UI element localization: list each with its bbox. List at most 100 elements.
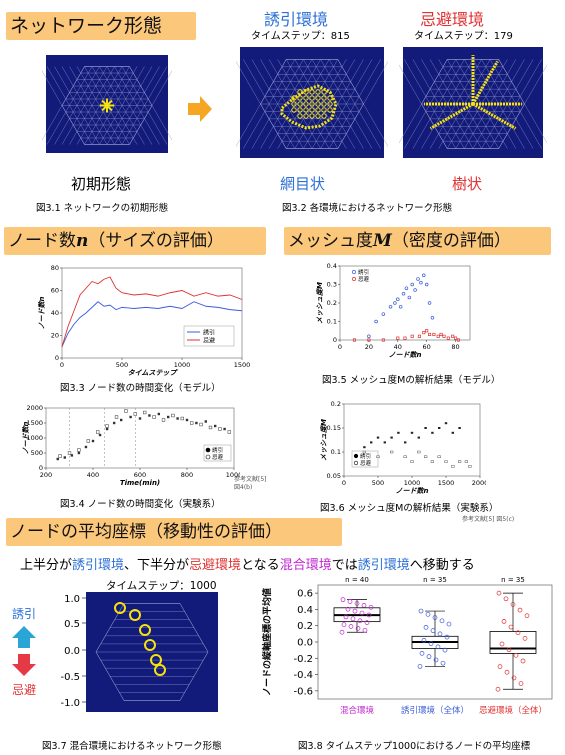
mesh-cell [297,95,303,101]
data-point [370,441,373,444]
data-point [352,338,356,342]
grid-line [311,59,364,149]
jitter-point [366,612,372,618]
y-tick-label: 0 [39,464,43,472]
data-point [63,456,66,459]
mesh-cell [154,664,166,676]
y-tick-label: -0.2 [293,654,313,665]
x-tick-label: 1000 [174,361,191,369]
mesh-cell [297,113,303,119]
data-point [96,430,100,434]
y-tick-label: -0.4 [293,670,313,681]
grid-line [438,59,491,149]
jitter-point [440,660,446,666]
x-tick-label: 0 [60,361,64,369]
grid-line [286,59,338,149]
mesh-cell [315,107,321,113]
data-point [416,277,420,281]
mesh-cell [150,654,162,666]
jitter-point [362,627,368,633]
fig37-timestep: タイムステップ：1000 [106,580,217,592]
jitter-point [339,629,345,635]
network-attract-panel [236,44,388,169]
data-point [362,450,366,454]
jitter-point [524,613,530,619]
legend-marker [352,277,356,281]
data-point [424,427,427,429]
data-point [413,288,417,292]
data-point [199,422,203,427]
jitter-point [439,618,445,624]
caption-fig37: 図3.7 混合環境におけるネットワーク形態 [42,741,222,752]
mesh-cell [315,113,321,119]
mesh-cell [297,101,303,107]
grid-line [106,66,153,145]
jitter-point [433,657,439,663]
grid-line [320,59,373,149]
section-title-coord: ノードの平均座標（移動性の評価） [6,518,342,546]
data-point [56,457,59,461]
legend-label: 誘引 [203,329,215,337]
data-point [91,439,95,443]
jitter-point [504,669,510,675]
data-point [422,273,426,278]
x-tick-label: 0 [338,343,342,351]
y-tick-label: 2000 [26,404,43,412]
data-point [444,460,448,463]
jitter-point [446,621,452,627]
data-point [458,427,461,429]
data-point [401,291,406,296]
data-point [422,331,426,335]
tree-shape-label: 樹状 [452,175,483,193]
data-point [105,424,109,428]
jitter-point [418,608,424,614]
tree-branch [429,102,474,130]
data-point [431,431,434,434]
legend-label: 忌避 [358,275,370,283]
mesh-cell [315,89,321,95]
mesh-shape-label: 網目状 [280,175,326,193]
data-point [214,424,217,428]
legend-marker [352,270,356,274]
jitter-point [347,599,353,604]
y-tick-label: 0.3 [327,281,337,289]
arrow-down-icon [12,654,36,676]
data-point [424,282,429,287]
data-point [404,286,409,290]
data-point [430,460,434,463]
tree-branch [472,102,517,130]
jitter-point [341,622,347,627]
initial-shape-label: 初期形態 [71,175,132,193]
data-point [143,410,147,415]
data-point [403,336,407,340]
legend-box [203,444,232,462]
data-point [417,334,421,338]
x-tick-label: 1000 [404,479,421,487]
data-point [407,295,412,300]
y-tick-label: 20 [51,332,59,340]
data-point [223,427,226,431]
arrow-right-icon [188,96,212,122]
legend-label: 誘引 [360,452,371,460]
x-axis-label: ノード数n [396,486,429,495]
data-point [464,460,468,463]
data-point [120,418,123,422]
data-point [410,282,414,287]
data-point [393,301,397,305]
stmt-attract2: 誘引環境 [357,558,410,573]
mesh-cell [144,639,156,651]
legend-label: 忌避 [203,337,215,345]
jitter-point [419,651,425,656]
jitter-point [499,641,505,647]
jitter-point [515,630,521,636]
legend-label: 忌避 [360,459,372,467]
jitter-point [361,603,367,608]
grid-line [328,59,381,149]
data-point [451,431,454,434]
data-point [70,454,74,457]
data-point [112,421,116,425]
mesh-cell [321,101,327,107]
fig36-ref: 参考文献[5] 図5(c) [462,516,515,523]
jitter-point [495,686,501,692]
